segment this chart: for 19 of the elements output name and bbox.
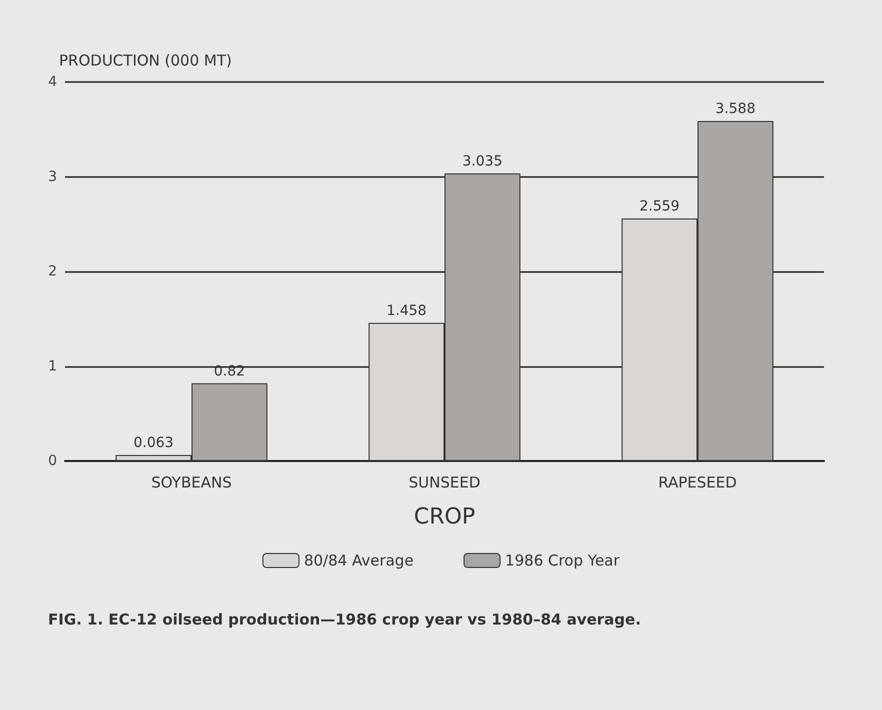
y-tick-label: 0 [48,453,57,469]
x-tick-label: SOYBEANS [151,474,232,492]
data-label: 3.588 [715,101,756,118]
legend-label: 1986 Crop Year [505,552,620,570]
y-tick-label: 1 [48,358,57,374]
y-tick-label: 2 [48,264,57,280]
data-label: 2.559 [640,198,680,215]
x-tick-label: RAPESEED [658,474,737,492]
data-label: 3.035 [462,153,502,170]
x-axis-title: CROP [414,504,476,530]
y-tick-label: 4 [48,74,58,90]
y-tick-label: 3 [48,168,57,185]
data-label: 0.82 [214,363,246,380]
data-label: 0.063 [134,435,174,452]
caption: FIG. 1. EC-12 oilseed production—1986 crop year vs 1980–84 average. [48,610,641,628]
legend-label: 80/84 Average [304,552,414,570]
x-tick-label: SUNSEED [408,474,480,492]
y-axis-title: PRODUCTION (000 MT) [59,52,232,70]
data-label: 1.458 [386,302,427,319]
